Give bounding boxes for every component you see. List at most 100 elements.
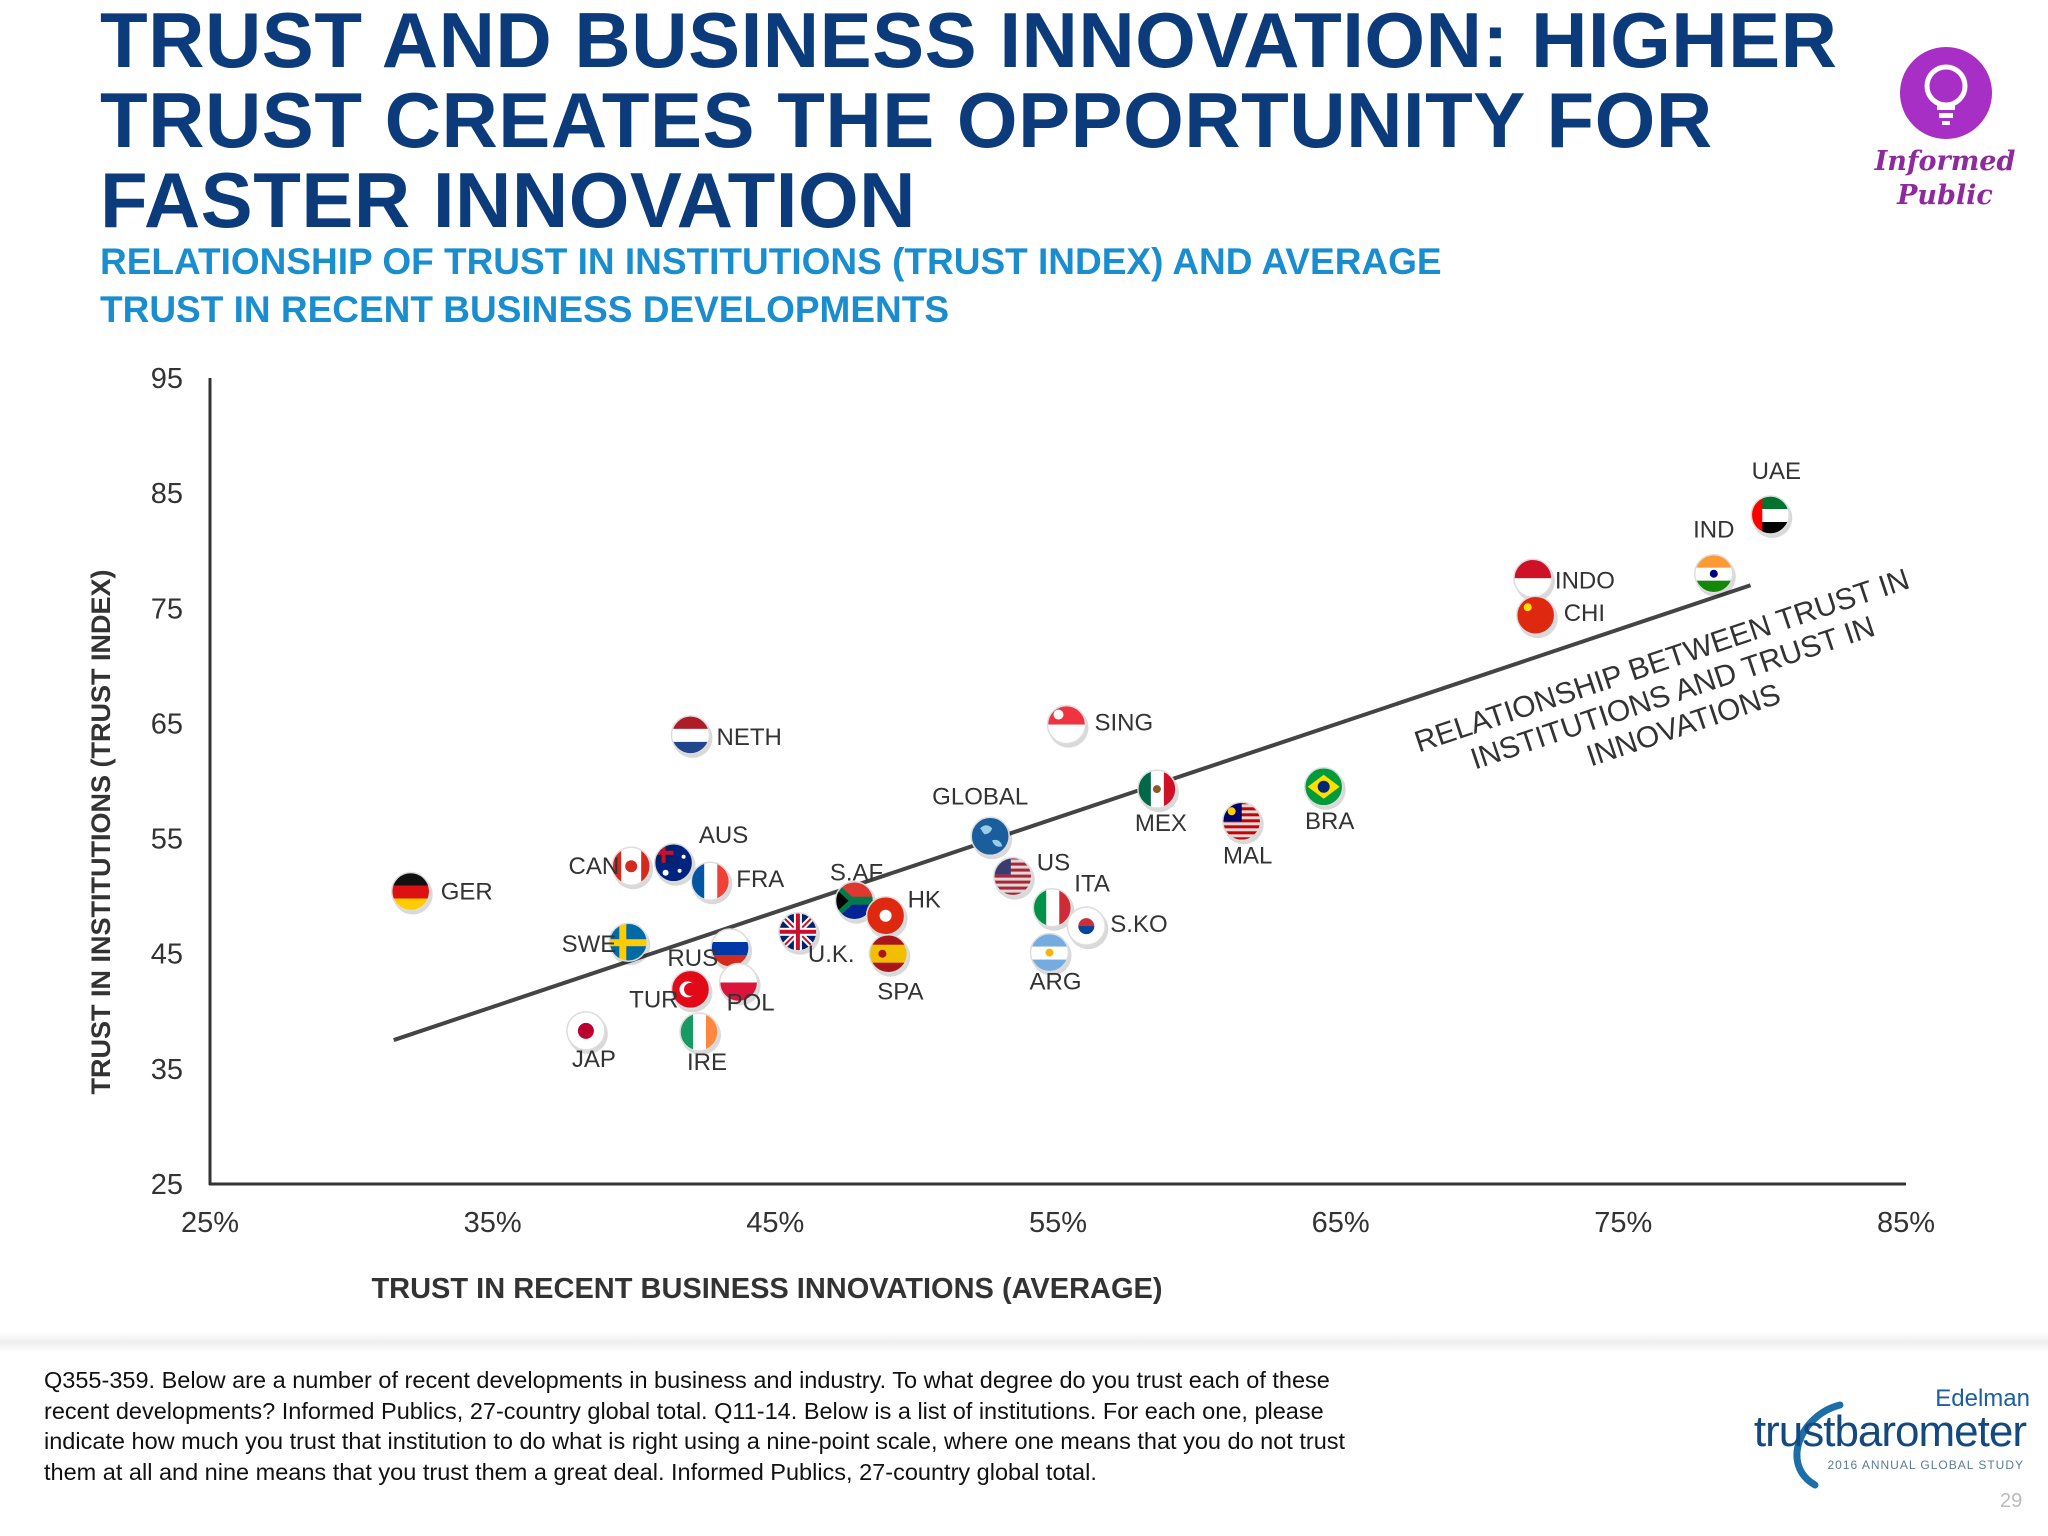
data-point: IRE [679,1012,727,1076]
x-tick-label: 35% [464,1207,522,1239]
point-label: IND [1693,517,1734,544]
scatter-chart: 95 85 75 65 55 45 35 25 25% 35% 45% 55% 65% 75% 85% RE… [86,363,1935,1305]
data-point: CHI [1515,595,1605,639]
y-tick-label: 85 [151,478,183,510]
point-ring [653,843,694,883]
y-tick-label: 45 [151,939,183,971]
point-ring [868,933,909,974]
trendline-label: RELATIONSHIP BETWEEN TRUST ININSTITUTION… [1410,563,1935,824]
data-point: SPA [868,933,924,1006]
subtitle-line-1: RELATIONSHIP OF TRUST IN INSTITUTIONS (T… [100,241,1442,282]
badge-label: Informed Public [1855,145,2035,213]
flag-icon-singapore [1047,705,1086,744]
point-ring [1694,553,1734,594]
x-tick-label: 65% [1312,1207,1370,1239]
point-label: SPA [877,979,923,1006]
flag-icon-globe [971,817,1010,856]
point-label: S.KO [1110,911,1167,938]
x-tick-label: 55% [1029,1207,1087,1239]
logo-tagline: 2016 ANNUAL GLOBAL STUDY [1827,1458,2024,1472]
point-label: INDO [1555,567,1615,594]
data-point: IND [1693,517,1736,597]
flag-icon-japan [566,1011,605,1050]
data-point: MEX [1135,769,1187,837]
lightbulb-icon [1924,64,1968,125]
x-tick-label: 45% [746,1207,804,1239]
page-title: TRUST AND BUSINESS INNOVATION: HIGHER TR… [100,0,1860,240]
flag-icon-sweden [609,923,648,962]
point-ring [1029,932,1070,973]
point-ring [1221,801,1262,842]
flag-icon-china [1516,596,1555,635]
point-ring [1137,769,1177,809]
y-tick-label: 25 [151,1169,183,1201]
point-ring [690,861,731,901]
data-point: TUR [629,969,713,1013]
data-point: MAL [1221,801,1272,869]
point-ring [993,856,1033,897]
point-label: AUS [699,822,748,849]
footer-divider [0,1332,2048,1352]
flag-icon-poland [719,963,758,1002]
flag-icon-south_africa [835,881,874,920]
y-tick-label: 95 [151,363,183,395]
point-label: SING [1095,710,1154,737]
data-point: GER [390,871,493,915]
data-point: ITA [1032,871,1110,931]
point-label: US [1037,850,1070,877]
point-label: U.K. [808,941,855,968]
point-label: RUS [667,945,718,972]
data-point: SWE [562,922,651,966]
point-ring [1750,495,1791,535]
point-ring [566,1011,606,1051]
x-tick-label: 25% [181,1207,239,1239]
data-point: JAP [566,1011,616,1073]
edelman-logo: Edelman trustbarometer 2016 ANNUAL GLOBA… [1754,1385,2030,1495]
point-label: POL [727,990,775,1017]
point-label: CHI [1564,600,1605,627]
point-ring [1032,887,1073,928]
data-point: INDO [1513,558,1615,602]
badge-line-1: Informed [1874,146,2016,177]
point-label: IRE [687,1049,727,1076]
point-label: JAP [572,1046,616,1073]
point-label: MAL [1223,842,1272,869]
y-tick-label: 35 [151,1054,183,1086]
point-ring [390,871,431,912]
data-point: ARG [1029,932,1082,996]
data-point: GLOBAL [932,783,1028,860]
chart-subtitle: RELATIONSHIP OF TRUST IN INSTITUTIONS (T… [100,238,1500,334]
flag-icon-spain [869,934,908,973]
x-tick-label: 75% [1594,1207,1652,1239]
title-bold: TRUST AND BUSINESS INNOVATION: [100,0,1509,84]
data-point: UAE [1750,458,1801,538]
informed-public-badge [1900,47,1992,139]
y-tick-label: 65 [151,708,183,740]
y-axis-label: TRUST IN INSTITUTIONS (TRUST INDEX) [86,570,116,1095]
flag-icon-southkorea [1067,907,1106,946]
point-ring [1303,767,1344,807]
point-ring [1515,595,1556,635]
flag-icon-australia [654,843,693,882]
y-tick-label: 75 [151,593,183,625]
swoosh-icon [1793,1401,1844,1489]
data-point: AUS [653,822,748,886]
point-label: FRA [736,866,784,893]
point-ring [1046,704,1087,745]
point-label: MEX [1135,810,1187,837]
point-ring [1066,906,1107,946]
point-label: SWE [562,931,617,958]
data-point: SING [1046,704,1154,748]
x-tick-label: 85% [1877,1207,1935,1239]
point-label: GER [441,879,493,906]
flag-icon-indonesia [1513,559,1552,598]
title-rest: HIGHER TRUST CREATES THE OPPORTUNITY FOR… [100,0,1838,244]
data-point: U.K. [778,912,855,968]
point-label: HK [908,887,941,914]
point-label: BRA [1305,808,1354,835]
point-ring [608,922,649,962]
flag-icon-canada [612,847,651,886]
flag-icon-brazil [1304,767,1343,806]
point-label: NETH [717,724,782,751]
logo-brand: Edelman [1935,1385,2030,1412]
